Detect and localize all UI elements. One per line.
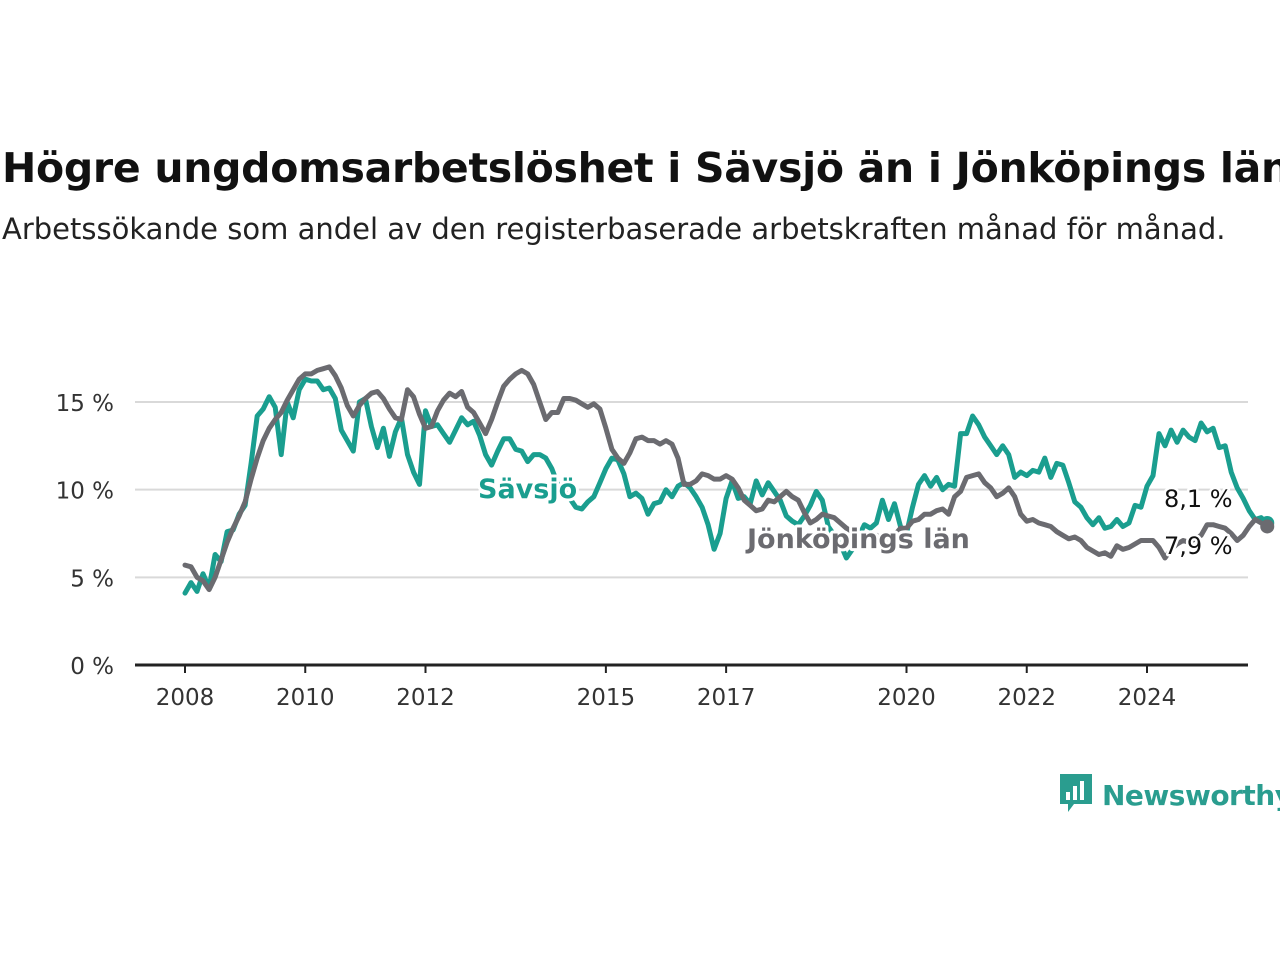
x-tick-label: 2024 — [1118, 685, 1177, 711]
series-end-point-lan — [1260, 519, 1275, 534]
series-line-savsjo — [182, 376, 1270, 596]
series-label-savsjo-halo: Sävsjö — [478, 474, 577, 505]
x-tick-label: 2012 — [396, 685, 455, 711]
y-axis-ticks: 0 % 5 % 10 % 15 % — [56, 391, 114, 680]
x-tick-label: 2008 — [156, 685, 215, 711]
chart-title: Högre ungdomsarbetslöshet i Sävsjö än i … — [2, 144, 1280, 192]
series-lines — [182, 364, 1275, 596]
x-tick-label: 2015 — [577, 685, 636, 711]
newsworthy-logo-icon — [1060, 774, 1092, 812]
y-tick-label: 10 % — [56, 479, 114, 505]
x-tick-label: 2010 — [276, 685, 335, 711]
series-line-lan — [182, 364, 1270, 593]
end-value-label-savsjo-halo: 8,1 % — [1164, 485, 1233, 513]
end-value-label-lan: 7,9 % — [1164, 532, 1233, 560]
series-label-lan-halo: Jönköpings län — [745, 524, 970, 555]
y-tick-label: 0 % — [70, 654, 114, 680]
end-value-label-lan-halo: 7,9 % — [1164, 532, 1233, 560]
series-label-lan: Jönköpings län — [745, 524, 970, 555]
newsworthy-logo: Newsworthy — [1058, 772, 1280, 818]
x-axis-ticks: 2008 2010 2012 2015 2017 2020 2022 2024 — [135, 663, 1248, 711]
x-tick-label: 2020 — [877, 685, 936, 711]
series-label-savsjo: Sävsjö — [478, 474, 577, 505]
end-value-label-savsjo: 8,1 % — [1164, 485, 1233, 513]
y-tick-label: 5 % — [70, 566, 114, 592]
x-tick-label: 2017 — [697, 685, 756, 711]
brand-name: Newsworthy — [1102, 778, 1280, 812]
chart-subtitle: Arbetssökande som andel av den registerb… — [2, 212, 1226, 246]
x-tick-label: 2022 — [997, 685, 1056, 711]
y-tick-label: 15 % — [56, 391, 114, 417]
